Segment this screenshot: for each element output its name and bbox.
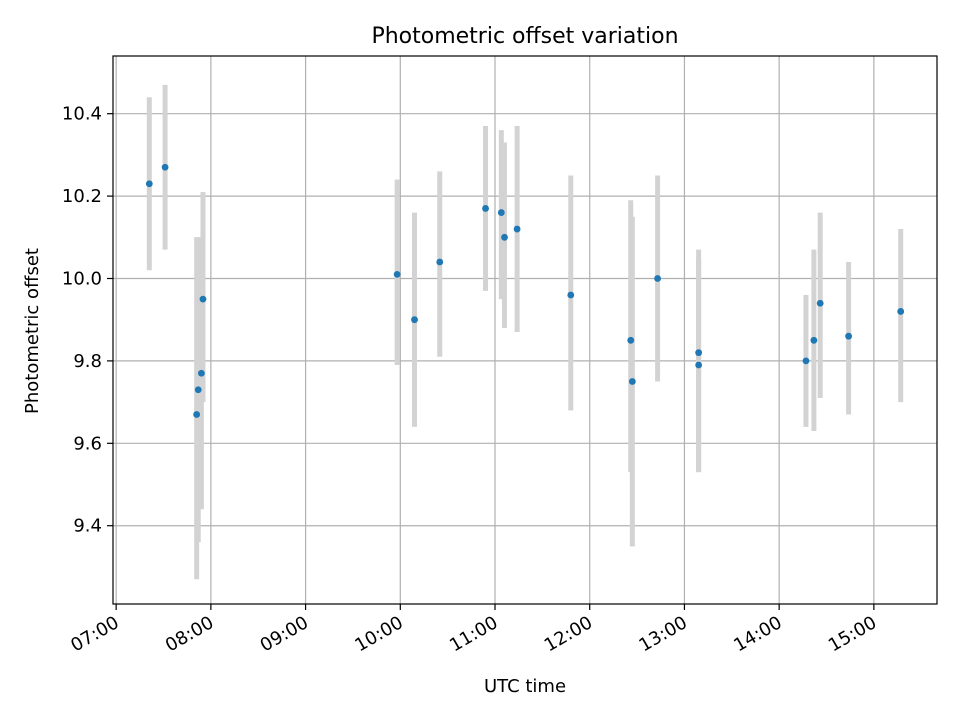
y-tick-label: 9.6 [73,433,102,454]
data-point [501,233,508,241]
data-point [513,225,521,233]
data-point [145,180,153,188]
data-point [497,209,505,216]
data-point [193,411,201,418]
y-tick-label: 9.4 [73,516,102,537]
grid [113,56,937,604]
chart-title: Photometric offset variation [371,24,678,49]
y-tick-label: 10.2 [62,186,102,207]
data-point [628,378,636,385]
data-points [145,163,905,418]
y-tick-label: 10.4 [62,104,102,125]
data-point [845,332,853,340]
data-point [695,349,703,357]
data-point [816,299,824,307]
y-axis-label: Photometric offset [22,248,43,414]
data-point [695,361,703,369]
data-point [161,163,169,171]
plot-frame [112,55,938,605]
data-point [802,357,810,365]
y-axis: 9.4 9.6 9.8 10.0 10.2 10.4 [62,104,113,537]
data-point [194,386,202,394]
data-point [897,308,905,315]
y-tick-label: 10.0 [62,268,102,289]
data-point [411,316,418,324]
data-point [654,275,661,282]
data-point [197,369,205,377]
data-point [436,258,444,266]
data-point [627,336,635,344]
data-point [567,291,575,299]
y-tick-label: 9.8 [73,351,102,372]
data-point [393,270,401,278]
data-point [482,205,489,212]
data-point [199,295,207,303]
x-axis-label: UTC time [484,676,566,697]
data-point [810,336,818,344]
